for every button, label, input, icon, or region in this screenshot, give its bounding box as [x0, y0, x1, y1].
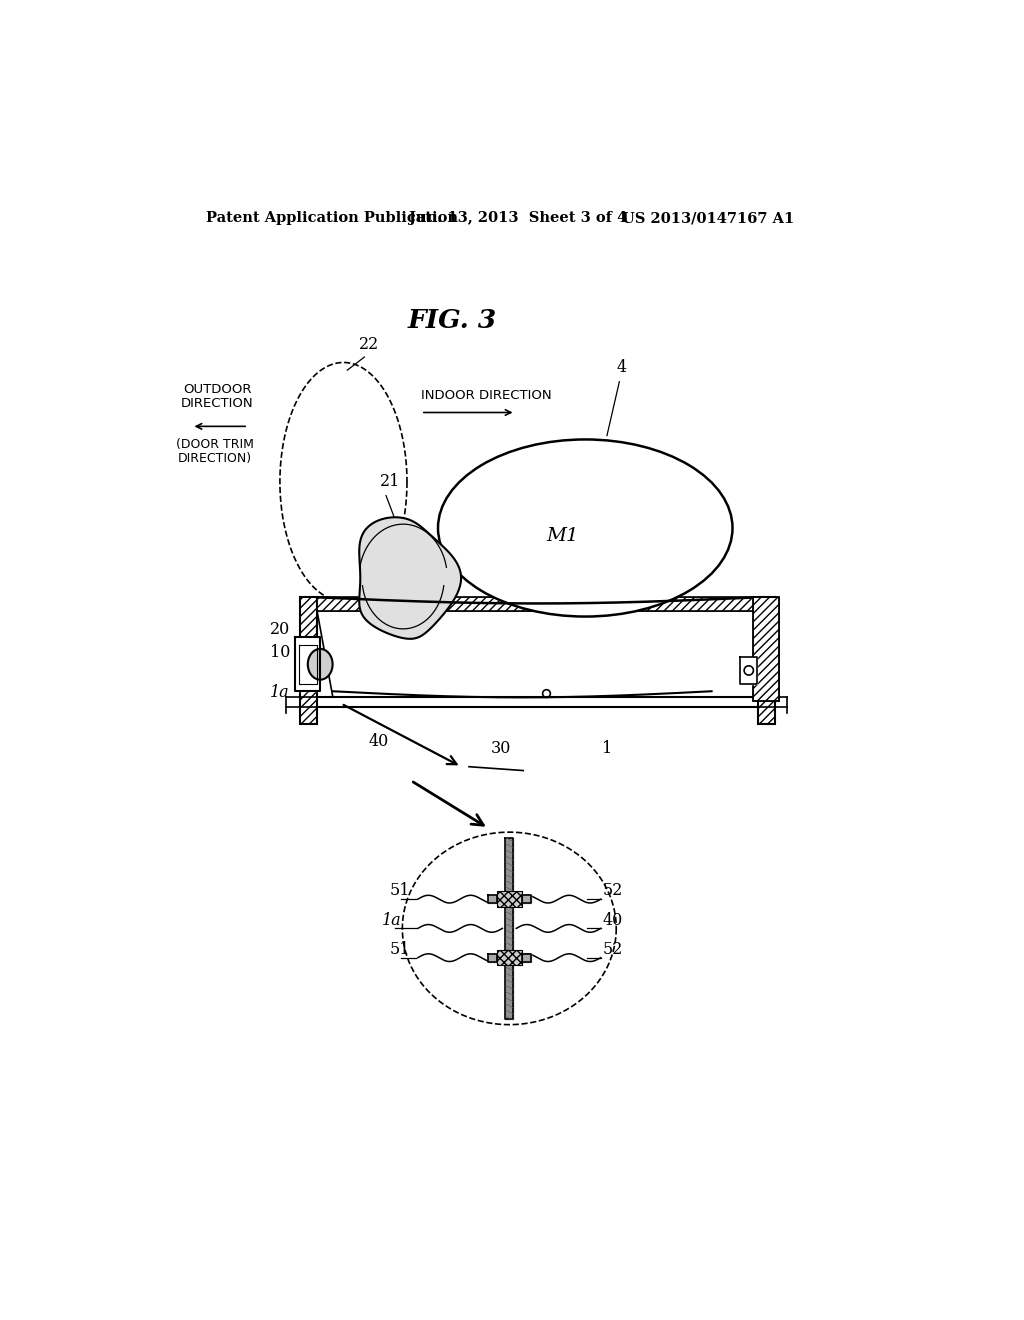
Text: FIG. 3: FIG. 3 — [408, 308, 497, 333]
Text: 52: 52 — [602, 941, 623, 958]
Polygon shape — [740, 657, 758, 684]
Text: M1: M1 — [546, 527, 579, 545]
Text: (DOOR TRIM: (DOOR TRIM — [176, 438, 254, 451]
Polygon shape — [497, 950, 521, 965]
Text: INDOOR DIRECTION: INDOOR DIRECTION — [421, 389, 552, 403]
Polygon shape — [295, 638, 321, 692]
Text: 1a: 1a — [270, 684, 290, 701]
Text: 40: 40 — [602, 912, 623, 928]
Text: Jun. 13, 2013  Sheet 3 of 4: Jun. 13, 2013 Sheet 3 of 4 — [409, 211, 627, 226]
Text: 1: 1 — [602, 739, 612, 756]
Polygon shape — [754, 598, 779, 701]
Text: 21: 21 — [380, 473, 400, 490]
Polygon shape — [300, 598, 317, 723]
Text: 51: 51 — [389, 941, 410, 958]
Text: 40: 40 — [369, 733, 388, 750]
Polygon shape — [497, 891, 521, 907]
Text: OUTDOOR: OUTDOOR — [183, 383, 251, 396]
Ellipse shape — [438, 440, 732, 616]
Polygon shape — [317, 598, 758, 611]
Polygon shape — [487, 895, 497, 903]
Text: 10: 10 — [270, 644, 290, 661]
Ellipse shape — [308, 649, 333, 680]
Text: 51: 51 — [389, 882, 410, 899]
Text: US 2013/0147167 A1: US 2013/0147167 A1 — [623, 211, 795, 226]
Text: 30: 30 — [490, 739, 511, 756]
Text: 52: 52 — [602, 882, 623, 899]
Polygon shape — [521, 895, 531, 903]
Text: 22: 22 — [359, 335, 379, 352]
Text: DIRECTION): DIRECTION) — [178, 453, 252, 465]
Polygon shape — [487, 954, 497, 961]
Text: 1a: 1a — [381, 912, 401, 928]
Polygon shape — [758, 598, 775, 723]
Polygon shape — [506, 838, 513, 1019]
Text: Patent Application Publication: Patent Application Publication — [206, 211, 458, 226]
Polygon shape — [359, 517, 461, 639]
Text: 20: 20 — [270, 622, 290, 639]
Polygon shape — [317, 697, 758, 706]
Text: DIRECTION: DIRECTION — [181, 397, 253, 409]
Text: 4: 4 — [616, 359, 627, 376]
Polygon shape — [521, 954, 531, 961]
